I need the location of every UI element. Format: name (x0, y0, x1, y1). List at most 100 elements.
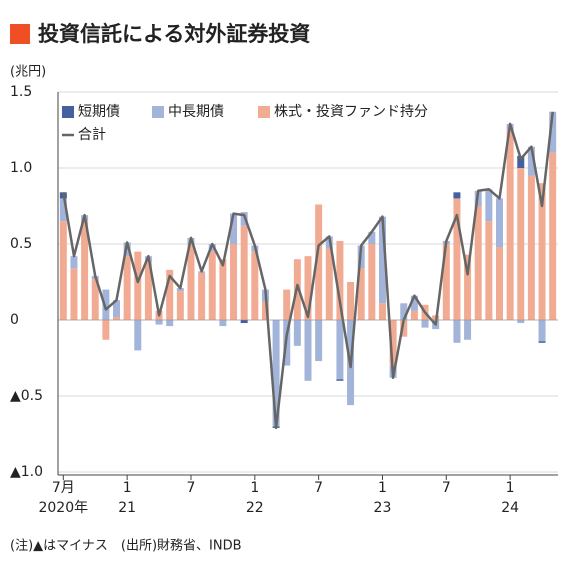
bar-segment (176, 288, 184, 292)
bar-segment (336, 240, 344, 320)
bar-segment (166, 269, 174, 320)
bar-segment (134, 320, 142, 351)
y-tick-label: 1.0 (10, 160, 32, 176)
y-tick-label: 0.5 (10, 236, 32, 252)
bar-segment (59, 198, 67, 222)
bar-segment (464, 320, 472, 340)
bar-segment (304, 320, 312, 381)
legend-label: 株式・投資ファンド持分 (274, 104, 428, 120)
bar-segment (261, 301, 269, 320)
bar-segment (219, 320, 227, 327)
y-tick-label: 1.5 (10, 84, 32, 100)
x-tick-label: 1 (378, 480, 387, 496)
bar-segment (410, 310, 418, 320)
bar-segment (336, 320, 344, 380)
chart-title: 投資信託による対外証券投資 (38, 22, 310, 46)
x-tick-label: 7 (442, 480, 451, 496)
x-year-label: 24 (501, 500, 519, 516)
bar-segment (538, 341, 546, 343)
bar-segment (517, 168, 525, 320)
bar-segment (357, 268, 365, 320)
bar-segment (176, 291, 184, 320)
note: (注)▲はマイナス (出所)財務省、INDB (10, 539, 242, 554)
bar-segment (538, 183, 546, 320)
y-tick-label: 0 (10, 312, 19, 328)
x-tick-label: 7 (187, 480, 196, 496)
bar-segment (240, 320, 248, 324)
x-tick-label: 1 (506, 480, 515, 496)
bar-segment (293, 320, 301, 346)
bar-segment (336, 379, 344, 381)
bar-segment (219, 259, 227, 320)
bar-segment (495, 198, 503, 248)
y-unit: (兆円) (10, 65, 46, 80)
y-tick-label: ▲0.5 (10, 388, 43, 404)
legend-label: 短期債 (78, 104, 120, 120)
bar-segment (410, 295, 418, 311)
bar-segment (517, 155, 525, 168)
bar-segment (134, 251, 142, 320)
bar-segment (102, 289, 110, 320)
legend-label: 中長期債 (168, 104, 224, 120)
x-tick-label: 7 (314, 480, 323, 496)
bar-segment (144, 262, 152, 320)
bar-segment (485, 221, 493, 320)
bar-segment (113, 300, 121, 317)
bar-segment (70, 256, 78, 269)
x-year-label: 23 (374, 500, 392, 516)
bar-segment (166, 320, 174, 327)
bar-segment (230, 244, 238, 320)
x-tick-label: 7月 (52, 480, 75, 496)
bar-segment (347, 282, 355, 320)
bar-segment (283, 289, 291, 320)
bar-segment (442, 244, 450, 320)
bar-segment (389, 320, 397, 366)
bar-segment (400, 303, 408, 320)
bar-segment (155, 320, 163, 325)
bar-segment (123, 242, 131, 257)
bar-segment (421, 320, 429, 328)
bar-segment (70, 268, 78, 320)
title-icon (10, 24, 30, 44)
y-tick-label: ▲1.0 (10, 464, 43, 480)
x-year-label: 22 (246, 500, 264, 516)
bar-segment (495, 247, 503, 320)
bar-segment (400, 320, 408, 337)
bar-segment (517, 320, 525, 324)
x-tick-label: 1 (123, 480, 132, 496)
bar-segment (315, 320, 323, 362)
bar-segment (378, 216, 386, 304)
bar-segment (315, 204, 323, 320)
total-line (62, 111, 554, 430)
bar-segment (102, 320, 110, 340)
bar-segment (368, 244, 376, 320)
bar-segment (81, 221, 89, 320)
legend-swatch (258, 106, 270, 118)
legend-label: 合計 (78, 127, 106, 143)
bar-segment (187, 244, 195, 320)
bar-segment (230, 213, 238, 244)
bar-segment (240, 212, 248, 226)
bar-segment (453, 198, 461, 320)
bar-segment (208, 244, 216, 252)
bar-segment (453, 192, 461, 199)
bar-segment (113, 316, 121, 320)
bar-segment (240, 225, 248, 320)
bar-segment (464, 254, 472, 320)
bar-segment (549, 111, 557, 153)
bar-segment (538, 320, 546, 342)
legend-swatch (152, 106, 164, 118)
bar-segment (198, 272, 206, 320)
bar-segment (208, 251, 216, 320)
bar-segment (485, 189, 493, 222)
bar-segment (368, 231, 376, 244)
legend-swatch (62, 106, 74, 118)
bar-segment (378, 303, 386, 320)
bar-segment (325, 248, 333, 320)
bar-segment (272, 320, 280, 427)
bar-segment (251, 251, 259, 320)
bar-segment (474, 206, 482, 320)
x-tick-label: 1 (250, 480, 259, 496)
bar-segment (527, 175, 535, 320)
